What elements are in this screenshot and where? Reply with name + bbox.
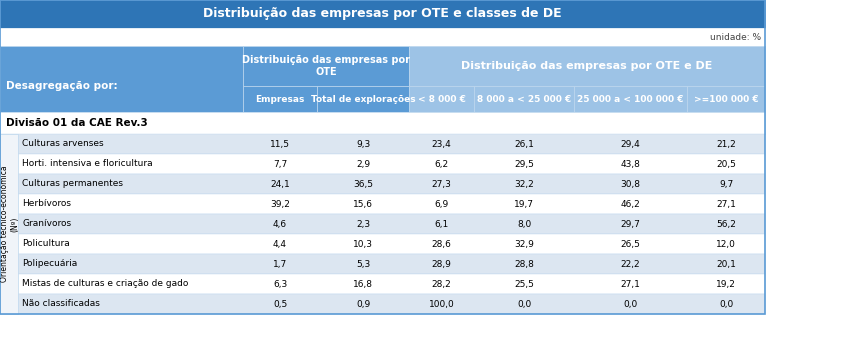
Text: 8 000 a < 25 000 €: 8 000 a < 25 000 €	[477, 94, 571, 104]
Text: Culturas permanentes: Culturas permanentes	[22, 179, 123, 189]
Text: 6,3: 6,3	[273, 280, 287, 288]
Text: 15,6: 15,6	[353, 199, 373, 208]
Text: 0,0: 0,0	[623, 299, 638, 309]
Text: Granívoros: Granívoros	[22, 220, 71, 228]
Text: 28,2: 28,2	[432, 280, 451, 288]
Bar	[0, 214, 765, 234]
Bar	[0, 134, 18, 314]
Text: 6,9: 6,9	[434, 199, 449, 208]
Text: Polipecuária: Polipecuária	[22, 260, 78, 268]
Text: 24,1: 24,1	[270, 179, 290, 189]
Text: 0,5: 0,5	[273, 299, 287, 309]
Text: 8,0: 8,0	[517, 220, 531, 228]
Bar	[0, 112, 765, 134]
Bar	[0, 234, 765, 254]
Text: 22,2: 22,2	[620, 260, 640, 268]
Text: Orientação técnico-económica
(Nº): Orientação técnico-económica (Nº)	[0, 166, 19, 282]
Bar	[0, 194, 765, 214]
Text: 9,7: 9,7	[719, 179, 734, 189]
Text: 21,2: 21,2	[716, 139, 736, 148]
Text: 0,9: 0,9	[356, 299, 370, 309]
Text: Desagregação por:: Desagregação por:	[6, 80, 117, 91]
Bar	[0, 294, 765, 314]
Text: Total de explorações: Total de explorações	[311, 94, 415, 104]
Text: 6,2: 6,2	[434, 160, 449, 168]
Bar	[243, 86, 317, 112]
Text: 26,5: 26,5	[620, 239, 640, 249]
Text: Horti. intensiva e floricultura: Horti. intensiva e floricultura	[22, 160, 153, 168]
Text: 19,2: 19,2	[716, 280, 736, 288]
Text: 32,2: 32,2	[514, 179, 534, 189]
Text: Distribuição das empresas por OTE e DE: Distribuição das empresas por OTE e DE	[462, 61, 713, 71]
Text: 27,1: 27,1	[716, 199, 736, 208]
Text: 29,5: 29,5	[514, 160, 534, 168]
Text: Distribuição das empresas por OTE e classes de DE: Distribuição das empresas por OTE e clas…	[203, 8, 562, 20]
Text: 26,1: 26,1	[514, 139, 534, 148]
Bar	[243, 46, 409, 86]
Text: 4,4: 4,4	[273, 239, 287, 249]
Text: 23,4: 23,4	[432, 139, 451, 148]
Text: 10,3: 10,3	[353, 239, 373, 249]
Bar	[0, 0, 765, 28]
Bar	[0, 0, 765, 314]
Text: 36,5: 36,5	[353, 179, 373, 189]
Bar	[474, 86, 574, 112]
Bar	[687, 86, 765, 112]
Text: 9,3: 9,3	[356, 139, 370, 148]
Text: Policultura: Policultura	[22, 239, 70, 249]
Text: 2,3: 2,3	[356, 220, 370, 228]
Text: 27,1: 27,1	[620, 280, 640, 288]
Text: 28,8: 28,8	[514, 260, 534, 268]
Text: 39,2: 39,2	[270, 199, 290, 208]
Bar	[409, 46, 765, 86]
Text: unidade: %: unidade: %	[710, 32, 761, 42]
Text: Divisão 01 da CAE Rev.3: Divisão 01 da CAE Rev.3	[6, 118, 148, 128]
Text: 20,5: 20,5	[716, 160, 736, 168]
Text: 30,8: 30,8	[620, 179, 640, 189]
Text: 5,3: 5,3	[356, 260, 370, 268]
Text: 28,9: 28,9	[432, 260, 451, 268]
Text: 6,1: 6,1	[434, 220, 449, 228]
Text: 2,9: 2,9	[356, 160, 370, 168]
Text: 56,2: 56,2	[716, 220, 736, 228]
Text: Mistas de culturas e criação de gado: Mistas de culturas e criação de gado	[22, 280, 188, 288]
Text: Herbívoros: Herbívoros	[22, 199, 71, 208]
Text: 29,4: 29,4	[620, 139, 640, 148]
Text: 27,3: 27,3	[432, 179, 451, 189]
Text: 43,8: 43,8	[620, 160, 640, 168]
Bar	[0, 46, 243, 112]
Text: >=100 000 €: >=100 000 €	[694, 94, 759, 104]
Text: 19,7: 19,7	[514, 199, 534, 208]
Text: < 8 000 €: < 8 000 €	[418, 94, 465, 104]
Bar	[0, 134, 765, 154]
Bar	[317, 86, 409, 112]
Text: Empresas: Empresas	[255, 94, 305, 104]
Text: 4,6: 4,6	[273, 220, 287, 228]
Text: 7,7: 7,7	[273, 160, 287, 168]
Text: 25,5: 25,5	[514, 280, 534, 288]
Bar	[0, 254, 765, 274]
Text: 12,0: 12,0	[716, 239, 736, 249]
Text: 32,9: 32,9	[514, 239, 534, 249]
Text: 1,7: 1,7	[273, 260, 287, 268]
Text: 46,2: 46,2	[620, 199, 640, 208]
Text: Culturas arvenses: Culturas arvenses	[22, 139, 104, 148]
Bar	[409, 86, 474, 112]
Text: 100,0: 100,0	[429, 299, 455, 309]
Bar	[0, 274, 765, 294]
Text: 20,1: 20,1	[716, 260, 736, 268]
Text: 11,5: 11,5	[270, 139, 290, 148]
Text: Não classificadas: Não classificadas	[22, 299, 100, 309]
Text: 0,0: 0,0	[517, 299, 531, 309]
Text: Distribuição das empresas por
OTE: Distribuição das empresas por OTE	[242, 55, 410, 77]
Bar	[0, 28, 765, 46]
Text: 25 000 a < 100 000 €: 25 000 a < 100 000 €	[577, 94, 683, 104]
Text: 16,8: 16,8	[353, 280, 373, 288]
Bar	[0, 174, 765, 194]
Text: 0,0: 0,0	[719, 299, 734, 309]
Bar	[574, 86, 687, 112]
Bar	[0, 154, 765, 174]
Text: 28,6: 28,6	[432, 239, 451, 249]
Text: 29,7: 29,7	[620, 220, 640, 228]
